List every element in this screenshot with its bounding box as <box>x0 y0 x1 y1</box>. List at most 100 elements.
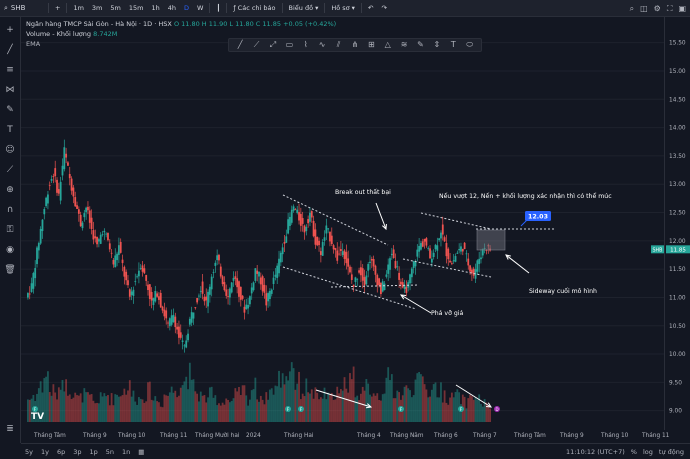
rectangle-tool-icon[interactable]: ▭ <box>285 40 294 49</box>
ruler-icon[interactable]: ⟋ <box>6 165 14 175</box>
zoom-in-icon[interactable]: ⊕ <box>6 185 14 195</box>
volume-bar <box>356 395 359 422</box>
trash-icon[interactable]: 🗑 <box>4 265 16 275</box>
camera-icon[interactable]: ◫ <box>640 4 648 13</box>
volume-bar <box>168 392 171 422</box>
crosshair-icon[interactable]: + <box>6 25 14 35</box>
magnet-icon[interactable]: ∩ <box>6 205 14 215</box>
price-tick-label: 9.50 <box>669 380 682 386</box>
add-symbol-icon[interactable]: + <box>55 4 61 12</box>
range-5y[interactable]: 5y <box>25 447 33 456</box>
log-scale-toggle[interactable]: log <box>642 448 653 456</box>
symbol-search[interactable]: ⌕ SHB <box>0 4 46 13</box>
lock-icon[interactable]: ⚿ <box>6 225 14 235</box>
candle-body <box>259 277 262 285</box>
chart-type-button[interactable]: Biểu đồ ▾ <box>285 4 323 12</box>
volume-bar <box>372 393 375 422</box>
candle-body <box>187 333 189 341</box>
eye-icon[interactable]: ◉ <box>6 245 14 255</box>
sideway-upper-line <box>420 212 492 230</box>
volume-bar <box>219 405 222 422</box>
volume-bar <box>52 384 55 422</box>
chevron-down-icon: ▾ <box>315 4 319 12</box>
interval-w[interactable]: W <box>197 4 204 12</box>
triangle-tool-icon[interactable]: △ <box>384 40 391 49</box>
volume-bar <box>170 386 173 422</box>
channel-tool-icon[interactable]: ⫽ <box>336 40 341 49</box>
text-icon[interactable]: T <box>7 125 13 135</box>
candle-body <box>214 262 217 266</box>
candle-body <box>96 236 98 245</box>
ellipse-tool-icon[interactable]: ⬭ <box>466 40 474 49</box>
wave-tool-icon[interactable]: ≋ <box>400 40 408 49</box>
brush-icon[interactable]: ✎ <box>6 105 14 115</box>
pattern-icon[interactable]: ⋈ <box>5 85 15 95</box>
auto-scale-toggle[interactable]: tự động <box>658 448 684 456</box>
interval-5m[interactable]: 5m <box>110 4 121 12</box>
gann-tool-icon[interactable]: ⊞ <box>367 40 375 49</box>
range-1d[interactable]: 1n <box>122 447 131 456</box>
volume-bar <box>199 391 202 422</box>
curve-tool-icon[interactable]: ∿ <box>318 40 326 49</box>
range-1m[interactable]: 1p <box>89 447 98 456</box>
price-axis[interactable]: 15.50 15.00 14.50 14.00 13.50 13.00 12.50 12.00… <box>664 17 690 430</box>
condition-note-label: Nếu vượt 12, Nến + khối lượng xác nhận t… <box>439 191 612 200</box>
indicators-button[interactable]: ƒ Các chỉ báo <box>229 4 279 12</box>
undo-icon[interactable]: ↶ <box>367 4 374 12</box>
range-5d[interactable]: 5n <box>105 447 115 456</box>
candle-body <box>176 326 179 330</box>
candle-body <box>267 293 269 302</box>
range-1y[interactable]: 1y <box>40 447 49 456</box>
chart-area[interactable]: Break out thất bại Nếu vượt 12, Nến + khố… <box>21 17 664 430</box>
toolbar-right: ⌕ ◫ ⚙ ⛶ ▣ <box>630 0 686 17</box>
candle-body <box>285 236 288 243</box>
interval-3m[interactable]: 3m <box>91 4 103 12</box>
interval-1h[interactable]: 1h <box>151 4 160 12</box>
volume-bar <box>281 373 284 422</box>
candle-type-icon[interactable]: ┃ <box>216 4 221 12</box>
ray-tool-icon[interactable]: ⟋ <box>253 40 260 49</box>
extended-line-icon[interactable]: ⤢ <box>269 40 277 49</box>
candle-body <box>216 255 219 261</box>
camera-snapshot-icon[interactable]: ▣ <box>678 4 686 13</box>
search-icon[interactable]: ⌕ <box>629 3 635 13</box>
volume-bar <box>256 399 259 422</box>
price-tick-label: 11.50 <box>669 267 686 273</box>
line-tool-icon[interactable]: ╱ <box>237 40 243 49</box>
candle-body <box>303 225 306 233</box>
volume-bar <box>370 396 373 422</box>
object-tree-icon[interactable]: ≣ <box>6 424 14 434</box>
volume-bar <box>452 397 455 422</box>
candle-body <box>194 307 197 309</box>
calendar-icon[interactable]: ▦ <box>138 447 145 456</box>
smile-icon[interactable]: ☺ <box>5 145 15 155</box>
interval-4h[interactable]: 4h <box>167 4 176 12</box>
redo-icon[interactable]: ↷ <box>381 4 387 12</box>
interval-15m[interactable]: 15m <box>128 4 144 12</box>
range-3m[interactable]: 3p <box>73 447 82 456</box>
candle-body <box>294 209 297 211</box>
candle-body <box>59 181 62 201</box>
fullscreen-icon[interactable]: ⛶ <box>666 3 673 13</box>
fib-icon[interactable]: ≡ <box>6 65 14 75</box>
price-chart[interactable]: Break out thất bại Nếu vượt 12, Nến + khố… <box>21 17 664 430</box>
range-6m[interactable]: 6p <box>56 447 66 456</box>
volume-bar <box>161 407 164 422</box>
path-tool-icon[interactable]: ⌇ <box>303 40 308 49</box>
brush-tool-icon[interactable]: ✎ <box>417 40 424 49</box>
candle-body <box>385 274 388 277</box>
candle-body <box>210 276 213 290</box>
interval-d[interactable]: D <box>184 4 190 12</box>
interval-1m[interactable]: 1m <box>73 4 84 12</box>
gear-icon[interactable]: ⚙ <box>653 4 661 13</box>
text-tool-icon[interactable]: T <box>450 40 456 49</box>
measure-tool-icon[interactable]: ⇕ <box>433 40 441 49</box>
volume-bar <box>207 397 209 422</box>
pitchfork-icon[interactable]: ⋔ <box>351 40 359 49</box>
profile-button[interactable]: Hồ sơ ▾ <box>327 4 359 12</box>
clock-label[interactable]: 11:10:12 (UTC+7) <box>565 448 625 456</box>
trend-line-icon[interactable]: ╱ <box>7 45 13 55</box>
candle-body <box>147 284 149 290</box>
candle-body <box>336 250 339 261</box>
percent-scale-toggle[interactable]: % <box>630 448 637 456</box>
